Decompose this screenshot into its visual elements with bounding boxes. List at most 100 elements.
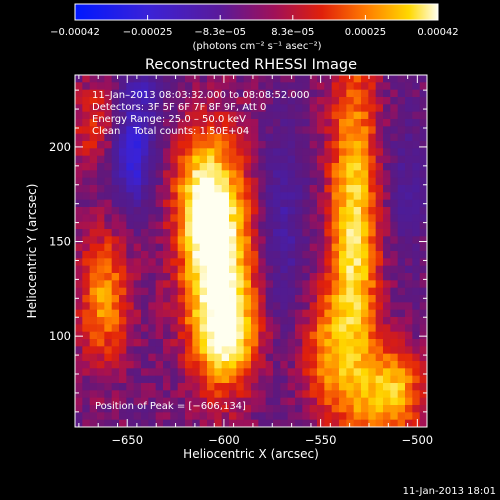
heatmap-cell xyxy=(97,251,105,259)
heatmap-cell xyxy=(192,119,201,127)
heatmap-cell xyxy=(375,280,384,289)
heatmap-cell xyxy=(251,236,259,245)
heatmap-cell xyxy=(177,104,186,113)
heatmap-cell xyxy=(89,383,98,391)
heatmap-cell xyxy=(397,353,406,362)
heatmap-cell xyxy=(390,419,399,427)
heatmap-cell xyxy=(251,214,259,223)
heatmap-cell xyxy=(375,287,384,296)
heatmap-cell xyxy=(199,163,208,171)
heatmap-cell xyxy=(119,243,127,252)
heatmap-cell xyxy=(397,192,406,201)
heatmap-cell xyxy=(258,412,267,421)
heatmap-cell xyxy=(97,287,105,296)
heatmap-cell xyxy=(119,397,127,406)
heatmap-cell xyxy=(177,397,186,406)
heatmap-cell xyxy=(412,412,421,421)
heatmap-cell xyxy=(339,214,347,223)
heatmap-cell xyxy=(273,339,281,347)
heatmap-cell xyxy=(170,273,179,281)
heatmap-cell xyxy=(280,141,289,149)
heatmap-cell xyxy=(126,214,135,223)
heatmap-cell xyxy=(104,287,113,296)
heatmap-cell xyxy=(119,265,127,274)
heatmap-cell xyxy=(82,192,91,201)
heatmap-cell xyxy=(346,280,355,289)
heatmap-cell xyxy=(133,126,142,135)
heatmap-cell xyxy=(97,397,105,406)
heatmap-cell xyxy=(265,309,274,318)
heatmap-cell xyxy=(353,273,362,281)
heatmap-cell xyxy=(280,97,289,105)
heatmap-cell xyxy=(265,148,274,157)
heatmap-cell xyxy=(133,339,142,347)
heatmap-cell xyxy=(280,75,289,83)
heatmap-cell xyxy=(141,339,149,347)
heatmap-cell xyxy=(280,126,289,135)
heatmap-cell xyxy=(155,397,164,406)
heatmap-cell xyxy=(126,177,135,186)
heatmap-cell xyxy=(412,170,421,179)
heatmap-cell xyxy=(243,317,252,325)
heatmap-cell xyxy=(331,390,340,399)
heatmap-cell xyxy=(119,353,127,362)
heatmap-cell xyxy=(280,331,289,340)
heatmap-cell xyxy=(280,170,289,179)
heatmap-cell xyxy=(133,295,142,303)
heatmap-cell xyxy=(199,287,208,296)
heatmap-cell xyxy=(236,104,245,113)
heatmap-cell xyxy=(339,163,347,171)
heatmap-cell xyxy=(390,405,399,413)
heatmap-cell xyxy=(324,405,333,413)
heatmap-cell xyxy=(258,273,267,281)
heatmap-cell xyxy=(331,331,340,340)
heatmap-cell xyxy=(89,104,98,113)
heatmap-cell xyxy=(126,192,135,201)
heatmap-cell xyxy=(229,309,237,318)
heatmap-cell xyxy=(317,368,325,377)
heatmap-cell xyxy=(177,177,186,186)
heatmap-cell xyxy=(324,97,333,105)
heatmap-cell xyxy=(155,412,164,421)
heatmap-cell xyxy=(243,375,252,384)
heatmap-cell xyxy=(383,75,391,83)
heatmap-cell xyxy=(170,412,179,421)
heatmap-cell xyxy=(324,141,333,149)
heatmap-cell xyxy=(412,309,421,318)
heatmap-cell xyxy=(273,331,281,340)
heatmap-cell xyxy=(199,331,208,340)
heatmap-cell xyxy=(397,346,406,355)
heatmap-cell xyxy=(383,317,391,325)
heatmap-cell xyxy=(353,302,362,311)
heatmap-cell xyxy=(148,82,157,91)
heatmap-cell xyxy=(177,251,186,259)
heatmap-cell xyxy=(163,199,171,208)
heatmap-cell xyxy=(148,155,157,164)
heatmap-cell xyxy=(265,331,274,340)
heatmap-cell xyxy=(390,221,399,230)
heatmap-cell xyxy=(185,214,193,223)
heatmap-cell xyxy=(405,75,413,83)
annotation-block: 11–Jan–2013 08:03:32.000 to 08:08:52.000… xyxy=(92,90,310,137)
heatmap-cell xyxy=(82,258,91,267)
heatmap-cell xyxy=(104,324,113,333)
heatmap-cell xyxy=(368,133,377,142)
heatmap-cell xyxy=(104,75,113,83)
heatmap-cell xyxy=(185,75,193,83)
heatmap-cell xyxy=(214,177,223,186)
heatmap-cell xyxy=(339,185,347,193)
heatmap-cell xyxy=(324,265,333,274)
heatmap-cell xyxy=(104,331,113,340)
heatmap-cell xyxy=(192,383,201,391)
heatmap-cell xyxy=(192,221,201,230)
heatmap-cell xyxy=(141,251,149,259)
heatmap-cell xyxy=(119,324,127,333)
heatmap-cell xyxy=(177,265,186,274)
heatmap-cell xyxy=(97,229,105,237)
heatmap-cell xyxy=(405,287,413,296)
heatmap-cell xyxy=(287,295,296,303)
heatmap-cell xyxy=(280,177,289,186)
heatmap-cell xyxy=(119,390,127,399)
heatmap-cell xyxy=(258,258,267,267)
heatmap-cell xyxy=(229,89,237,98)
